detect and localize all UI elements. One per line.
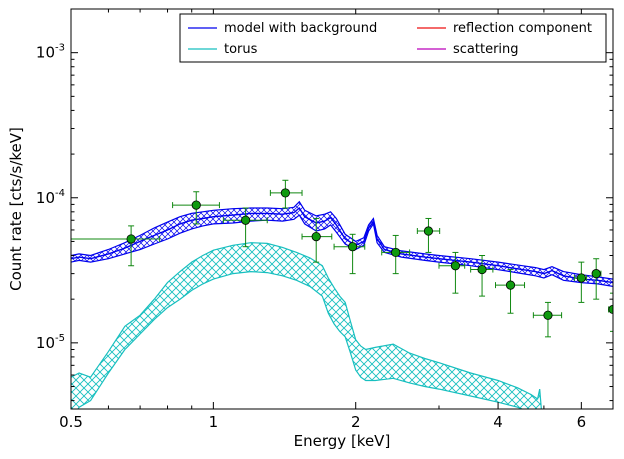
- data-point-2: [172, 191, 220, 225]
- data-points: [71, 179, 613, 338]
- axis-ticks: 0.5 1 2 4 6 10-5 10-4 10-3: [36, 8, 614, 431]
- model-with-background-upper-line: [71, 200, 613, 280]
- x-tick-label: 4: [493, 413, 503, 431]
- data-point-13: [573, 261, 587, 303]
- model-with-background-line: [71, 206, 613, 284]
- legend-label-reflection: reflection component: [453, 21, 592, 36]
- data-marker: [280, 188, 290, 198]
- data-marker: [450, 261, 461, 271]
- data-marker: [311, 231, 321, 242]
- data-marker: [241, 215, 251, 225]
- data-marker: [543, 310, 553, 320]
- model-bands: [71, 200, 613, 409]
- data-point-3: [222, 207, 268, 248]
- x-tick-label: 2: [351, 413, 361, 431]
- x-tick-label: 1: [209, 413, 219, 431]
- data-point-5: [301, 217, 333, 263]
- data-marker: [591, 269, 601, 279]
- data-point-8: [416, 217, 441, 253]
- data-point-10: [470, 254, 494, 297]
- legend: model with background reflection compone…: [179, 13, 607, 63]
- y-axis-label: Count rate [cts/s/keV]: [7, 127, 25, 291]
- torus-lower-line: [77, 270, 524, 409]
- data-point-1: [71, 225, 161, 267]
- data-point-11: [494, 269, 526, 314]
- data-point-12: [532, 301, 563, 338]
- data-point-9: [438, 251, 466, 294]
- x-axis-label: Energy [keV]: [294, 432, 391, 450]
- model-with-background-lower-line: [71, 214, 613, 287]
- legend-label-scattering: scattering: [453, 42, 519, 57]
- y-tick-label: 10-4: [36, 188, 65, 207]
- x-tick-label: 0.5: [59, 413, 83, 431]
- y-tick-label: 10-5: [36, 333, 65, 352]
- data-marker: [191, 200, 201, 210]
- data-marker: [423, 226, 434, 236]
- data-marker: [391, 247, 401, 258]
- legend-box: [179, 13, 607, 63]
- data-marker: [126, 234, 136, 244]
- plot-background: [71, 9, 613, 409]
- data-marker: [576, 273, 586, 283]
- data-point-4: [269, 179, 303, 209]
- data-point-14: [591, 258, 602, 300]
- data-point-7: [381, 234, 411, 275]
- x-tick-label: 6: [577, 413, 587, 431]
- data-point-6: [333, 233, 366, 275]
- data-marker: [477, 264, 487, 275]
- y-tick-label: 10-3: [36, 43, 65, 62]
- legend-label-torus: torus: [224, 42, 258, 57]
- model-with-background-band-fill: [71, 201, 613, 287]
- torus-band-fill: [71, 242, 542, 409]
- data-marker: [505, 280, 516, 290]
- legend-label-model: model with background: [224, 21, 377, 36]
- data-marker: [348, 242, 358, 252]
- plot-frame: [70, 8, 614, 410]
- torus-upper-line: [71, 242, 542, 409]
